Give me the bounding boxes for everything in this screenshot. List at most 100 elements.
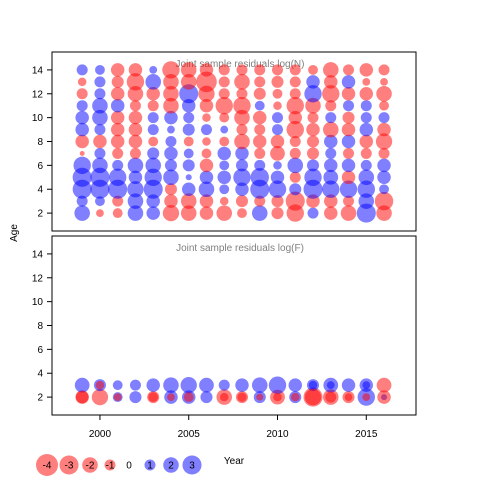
bubble xyxy=(362,393,371,401)
bubble xyxy=(306,147,320,160)
bubble xyxy=(324,194,338,208)
bubble xyxy=(322,121,339,138)
bubble xyxy=(199,206,214,220)
bubble xyxy=(180,62,197,78)
bubble xyxy=(110,87,125,101)
bubble xyxy=(377,158,391,173)
panel-bottom: Joint sample residuals log(F) 2 4 6 8 10 12 14 xyxy=(32,235,417,416)
bubble xyxy=(326,381,335,390)
bubble xyxy=(146,87,160,101)
y-axis-title: Age xyxy=(9,224,20,242)
bubble xyxy=(147,124,159,136)
bubble xyxy=(183,136,194,147)
bubble xyxy=(112,195,124,207)
bubble xyxy=(76,64,88,76)
bubble xyxy=(286,120,304,139)
bubble xyxy=(322,62,339,78)
bubble xyxy=(201,148,212,159)
bubble xyxy=(235,378,249,392)
bubble xyxy=(378,64,390,76)
bubble xyxy=(147,147,160,160)
legend-bubble xyxy=(36,454,58,476)
bubble xyxy=(286,97,304,115)
bubble xyxy=(218,76,230,88)
bubble xyxy=(218,64,230,76)
x-tick-label: 2010 xyxy=(266,429,289,440)
bubble xyxy=(95,380,105,390)
bubble xyxy=(268,376,287,394)
bubble xyxy=(129,391,142,404)
bubble xyxy=(380,77,388,86)
bubble xyxy=(270,170,285,185)
bubble xyxy=(289,171,301,183)
bubble xyxy=(250,168,269,187)
bubble xyxy=(251,377,268,393)
bubble xyxy=(129,379,141,391)
bubble xyxy=(199,194,214,208)
bubble xyxy=(182,159,195,172)
bubble xyxy=(79,150,85,156)
y-tick-label: 2 xyxy=(37,393,43,404)
bubble xyxy=(325,100,337,112)
bubble xyxy=(74,205,90,221)
legend-label: -1 xyxy=(106,461,115,472)
bubble xyxy=(287,157,304,174)
bubble xyxy=(343,195,355,207)
bubble xyxy=(147,100,159,112)
legend: -4 -3 -2 -1 0 1 2 3 xyxy=(36,454,202,476)
bubble xyxy=(110,134,125,149)
y-tick-label: 4 xyxy=(37,369,43,380)
bubble xyxy=(254,100,265,111)
bubble xyxy=(378,112,390,124)
bubble xyxy=(235,159,249,172)
x-tick-label: 2005 xyxy=(178,429,201,440)
x-tick-label: 2000 xyxy=(89,429,112,440)
bubble xyxy=(237,392,247,402)
bubble xyxy=(180,377,197,394)
bubble xyxy=(217,146,231,161)
bubble xyxy=(289,64,301,76)
bubble xyxy=(74,377,90,393)
bubble xyxy=(273,161,282,170)
bubble xyxy=(360,147,372,159)
bubble xyxy=(183,148,194,159)
bubble xyxy=(377,170,391,185)
bubble xyxy=(110,122,125,137)
bubble xyxy=(112,380,123,391)
bubble xyxy=(306,135,320,148)
bubble xyxy=(94,76,106,88)
bubble xyxy=(219,136,230,147)
y-tick-label: 14 xyxy=(32,65,44,76)
bubble xyxy=(77,77,87,87)
bubble xyxy=(341,75,356,89)
y-tick-label: 10 xyxy=(32,297,44,308)
bubble xyxy=(233,168,251,186)
bubble xyxy=(253,110,267,125)
bubble xyxy=(147,112,159,124)
legend-label: 2 xyxy=(168,461,174,472)
bubble xyxy=(91,388,109,406)
bubble xyxy=(90,167,110,187)
bubble xyxy=(163,74,179,90)
bubble xyxy=(357,180,375,198)
y-tick-label: 6 xyxy=(37,345,43,356)
bubble xyxy=(180,74,197,90)
bubble xyxy=(362,77,371,86)
bubble xyxy=(218,379,230,391)
bubble xyxy=(128,122,143,137)
bubble xyxy=(112,147,124,159)
bubble xyxy=(219,160,230,171)
y-tick-label: 8 xyxy=(37,137,43,148)
bubble xyxy=(379,184,389,195)
bubble xyxy=(324,134,338,149)
bubble xyxy=(322,85,340,103)
bubble xyxy=(375,133,393,150)
bubble xyxy=(219,184,230,195)
x-axis-title: Year xyxy=(224,456,245,467)
bubble xyxy=(127,181,144,198)
bubble xyxy=(304,388,322,406)
bubble xyxy=(180,193,197,209)
bubble xyxy=(271,207,284,220)
y-tick-label: 10 xyxy=(32,113,44,124)
bubble xyxy=(289,183,302,196)
